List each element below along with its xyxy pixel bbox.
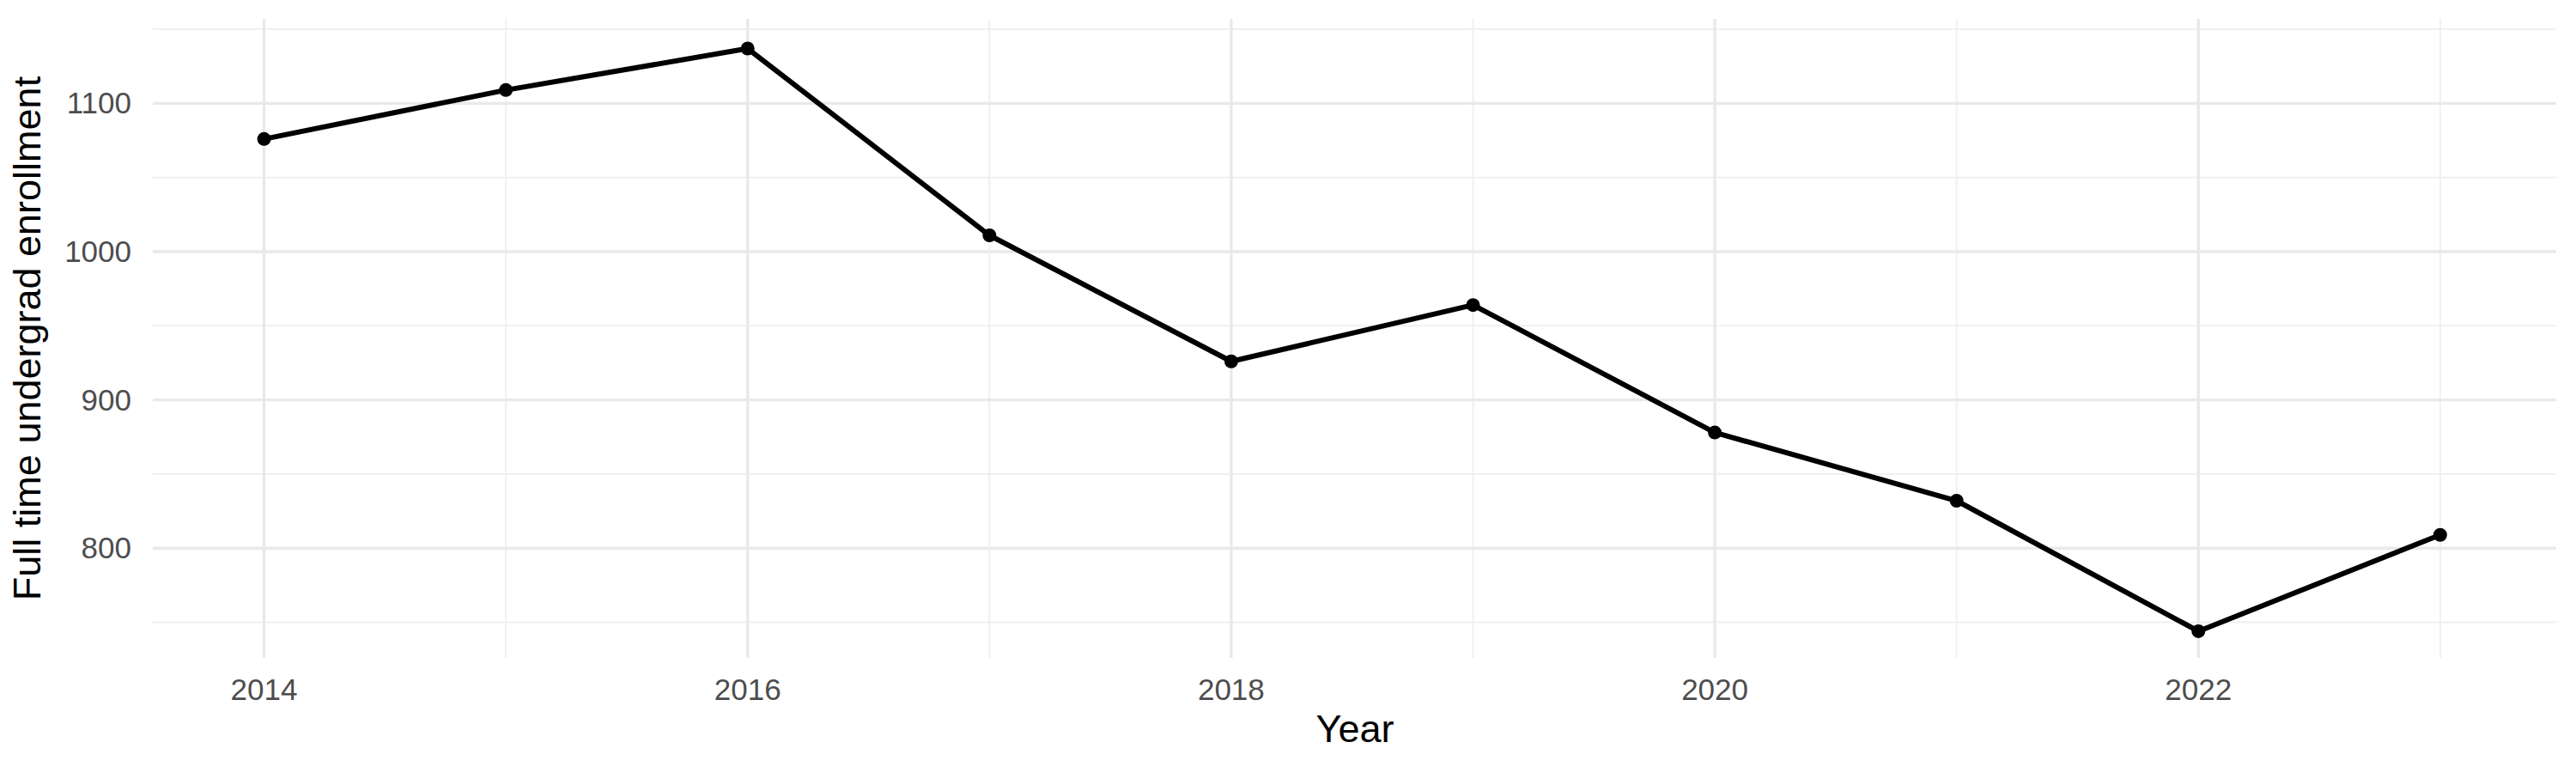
enrollment-line-chart: 8009001000110020142016201820202022 Year … bbox=[0, 0, 2576, 773]
data-point-2019 bbox=[1466, 298, 1479, 312]
minor-gridlines bbox=[153, 19, 2556, 658]
data-point-2018 bbox=[1224, 355, 1238, 368]
axis-tick-labels: 800 900 1000 1100 2014 2016 2018 2020 2022 bbox=[64, 86, 2232, 706]
x-axis-title: Year bbox=[1316, 707, 1394, 751]
plot-canvas: 8009001000110020142016201820202022 Year … bbox=[0, 0, 2576, 773]
major-gridlines bbox=[153, 19, 2556, 658]
series-line bbox=[264, 49, 2440, 631]
x-tick-label-2016: 2016 bbox=[714, 673, 781, 706]
data-point-2020 bbox=[1708, 426, 1722, 440]
x-tick-label-2020: 2020 bbox=[1681, 673, 1748, 706]
data-point-2022 bbox=[2191, 624, 2205, 638]
data-point-2016 bbox=[741, 42, 755, 56]
y-tick-label-1000: 1000 bbox=[64, 234, 131, 268]
x-tick-label-2018: 2018 bbox=[1198, 673, 1265, 706]
data-point-2017 bbox=[982, 228, 996, 242]
data-point-2015 bbox=[499, 83, 513, 97]
data-point-2023 bbox=[2433, 528, 2447, 542]
x-tick-label-2022: 2022 bbox=[2165, 673, 2232, 706]
y-tick-label-1100: 1100 bbox=[67, 86, 131, 119]
y-tick-label-800: 800 bbox=[82, 531, 131, 564]
data-point-2014 bbox=[258, 132, 271, 146]
y-axis-title: Full time undergrad enrollment bbox=[5, 76, 49, 600]
x-tick-label-2014: 2014 bbox=[231, 673, 298, 706]
y-tick-label-900: 900 bbox=[82, 383, 131, 417]
data-point-2021 bbox=[1950, 494, 1964, 508]
